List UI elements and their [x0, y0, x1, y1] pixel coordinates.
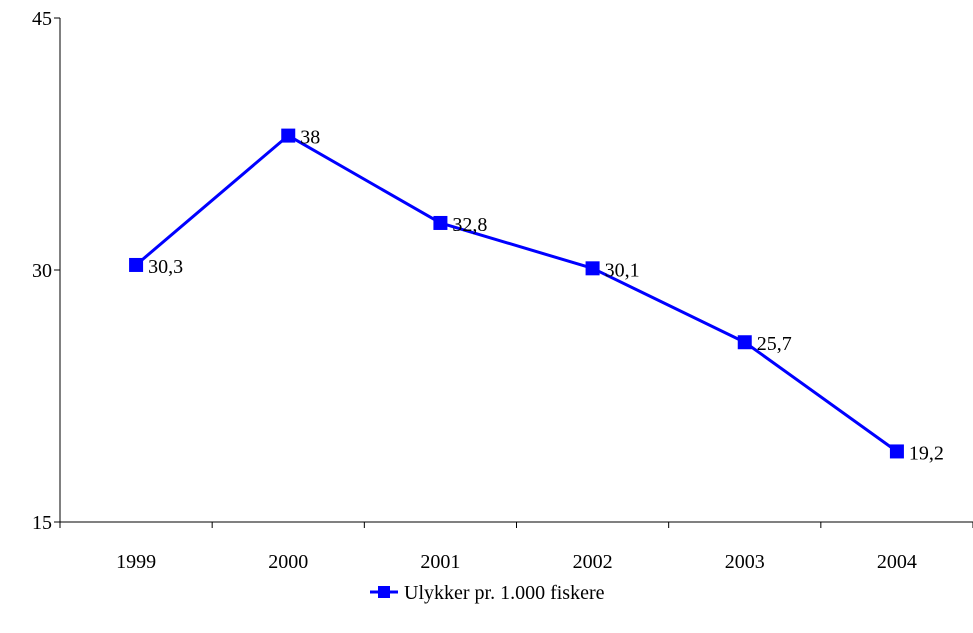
legend-marker-swatch [378, 586, 390, 598]
data-label: 32,8 [452, 214, 487, 236]
series-group: 30,3 38 32,8 30,1 25,7 19,2 [129, 127, 944, 464]
data-point-marker [129, 257, 144, 272]
x-tick-label: 2003 [725, 551, 765, 573]
data-label: 30,1 [605, 259, 640, 281]
x-tick-label: 2004 [877, 551, 917, 573]
data-label: 30,3 [148, 256, 183, 278]
x-tick-label: 2000 [268, 551, 308, 573]
x-ticks: 1999 2000 2001 2002 2003 2004 [59, 522, 973, 573]
legend: Ulykker pr. 1.000 fiskere [370, 582, 605, 604]
x-tick-label: 1999 [116, 551, 156, 573]
data-label: 25,7 [757, 333, 792, 355]
data-point-marker [433, 215, 448, 230]
data-point-marker [281, 128, 296, 143]
data-label: 38 [300, 127, 320, 149]
y-ticks: 15 30 45 [32, 8, 60, 534]
data-label: 19,2 [909, 442, 944, 464]
data-point-marker [585, 261, 600, 276]
y-tick-label: 15 [32, 512, 52, 534]
legend-label: Ulykker pr. 1.000 fiskere [404, 582, 605, 604]
y-tick-label: 30 [32, 260, 52, 282]
series-line [135, 134, 898, 453]
data-point-marker [737, 335, 752, 350]
x-tick-label: 2001 [420, 551, 460, 573]
axes [59, 18, 973, 523]
x-tick-label: 2002 [573, 551, 613, 573]
data-point-marker [889, 444, 904, 459]
y-tick-label: 45 [32, 8, 52, 30]
